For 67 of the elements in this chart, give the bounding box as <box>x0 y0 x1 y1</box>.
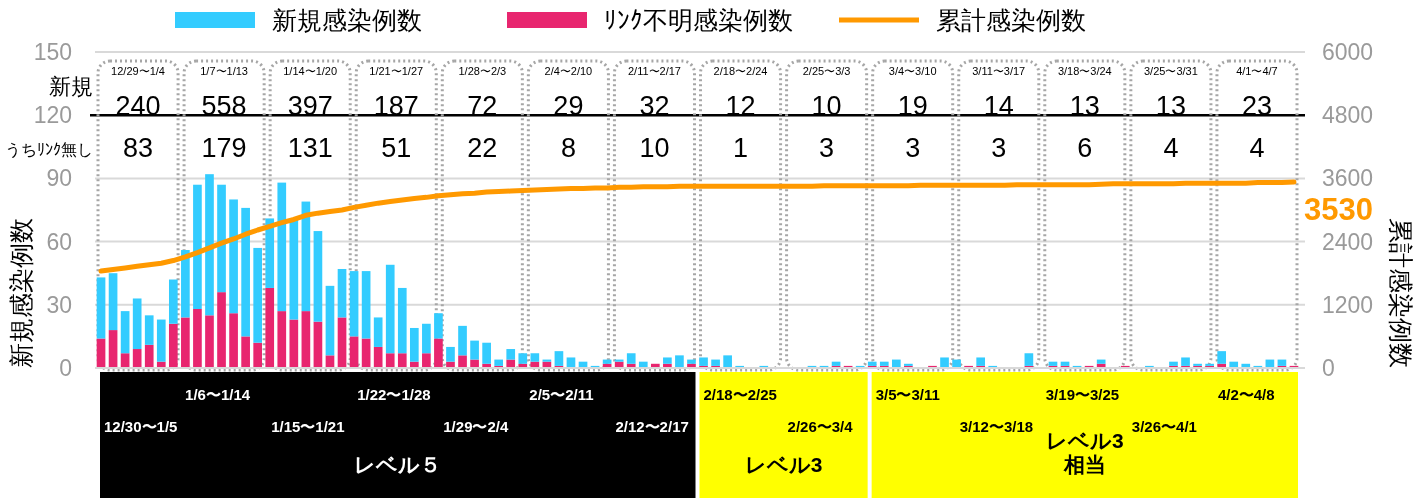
annotation: 3 <box>819 132 835 163</box>
annotation: 1/14〜1/20 <box>283 64 338 77</box>
text: 2/26〜3/4 <box>787 418 854 435</box>
legend-label: 累計感染例数 <box>936 6 1086 34</box>
annotation: 4/1〜4/7 <box>1236 64 1278 77</box>
y2-tick-label: 3600 <box>1322 165 1374 192</box>
annotation: 3/18〜3/24 <box>1057 64 1112 77</box>
text: 1/22〜1/28 <box>357 386 431 403</box>
text: 1/15〜1/21 <box>271 418 345 435</box>
y2-tick-label: 1200 <box>1322 291 1374 318</box>
text: レベル５ <box>354 453 442 476</box>
y-tick-label: 30 <box>46 291 72 318</box>
text: 3/26〜4/1 <box>1131 418 1197 435</box>
text: 12/30〜1/5 <box>104 418 178 435</box>
y-tick-label: 90 <box>46 165 72 192</box>
text: 1/6〜1/14 <box>185 386 251 403</box>
y2-tick-label: 6000 <box>1322 39 1374 65</box>
annotation: 8 <box>560 132 576 163</box>
text: 3/19〜3/25 <box>1045 386 1120 403</box>
annotation: 10 <box>639 132 670 163</box>
annotation: 1/21〜1/27 <box>369 64 424 77</box>
annotation: 2/25〜3/3 <box>802 64 851 77</box>
text: レベル3 相当 <box>1045 429 1124 476</box>
y2-tick-label: 0 <box>1322 355 1335 381</box>
annotation: 558 <box>201 90 247 121</box>
annotation: 3 <box>905 132 921 163</box>
text: 2/18〜2/25 <box>703 386 777 403</box>
text: 3/12〜3/18 <box>959 418 1034 435</box>
text: 2/5〜2/11 <box>529 386 594 403</box>
annotation: 1/7〜1/13 <box>200 64 248 77</box>
annotation: 6 <box>1077 132 1093 163</box>
annotation: 2/18〜2/24 <box>713 64 768 77</box>
text: うちﾘﾝｸ無し <box>5 140 93 159</box>
y-tick-label: 0 <box>59 355 72 381</box>
legend-label: 新規感染例数 <box>272 6 422 34</box>
text: 4/2〜4/8 <box>1217 386 1275 403</box>
data-label: 3530 <box>1303 192 1373 228</box>
annotation: 3/25〜3/31 <box>1143 64 1198 77</box>
y-tick-label: 150 <box>33 39 72 65</box>
text: 2/12〜2/17 <box>615 418 689 435</box>
text: 3/5〜3/11 <box>875 386 940 403</box>
legend-label: ﾘﾝｸ不明感染例数 <box>604 6 793 34</box>
text: 新規 <box>49 73 93 99</box>
text: レベル3 <box>744 453 823 476</box>
annotation: 397 <box>287 90 333 121</box>
annotation: 12/29〜1/4 <box>111 64 165 77</box>
annotation: 3/4〜3/10 <box>888 64 937 77</box>
annotation: 3/11〜3/17 <box>972 64 1026 77</box>
annotation: 179 <box>201 132 247 163</box>
y-tick-label: 120 <box>33 102 72 129</box>
y2-axis-title: 累計感染例数 <box>1387 218 1415 368</box>
annotation: 83 <box>123 132 154 163</box>
annotation: 2/11〜2/17 <box>627 64 681 77</box>
y-tick-label: 60 <box>46 228 72 255</box>
text: 1/29〜2/4 <box>443 418 509 435</box>
annotation: 4 <box>1249 132 1265 163</box>
annotation: 51 <box>381 132 412 163</box>
annotation: 3 <box>991 132 1007 163</box>
annotation: 4 <box>1163 132 1179 163</box>
y2-tick-label: 2400 <box>1322 228 1374 255</box>
annotation: 1 <box>733 132 749 163</box>
y2-tick-label: 4800 <box>1322 102 1374 129</box>
annotation: 131 <box>287 132 333 163</box>
y-axis-title: 新規感染例数 <box>7 218 35 368</box>
annotation: 1/28〜2/3 <box>458 64 507 77</box>
annotation: 2/4〜2/10 <box>544 64 593 77</box>
annotation: 22 <box>467 132 498 163</box>
